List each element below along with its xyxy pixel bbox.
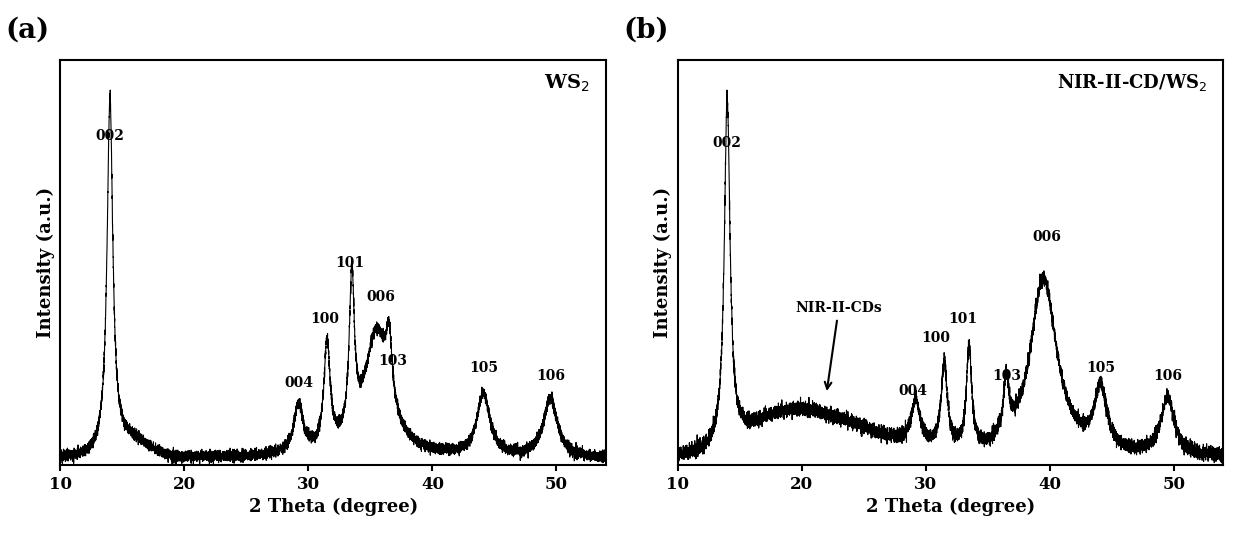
Text: 100: 100 <box>310 312 339 326</box>
Text: 101: 101 <box>335 256 363 270</box>
Text: NIR-II-CD/WS$_2$: NIR-II-CD/WS$_2$ <box>1056 72 1207 93</box>
Text: 002: 002 <box>95 128 124 143</box>
Text: 004: 004 <box>899 384 928 398</box>
Y-axis label: Intensity (a.u.): Intensity (a.u.) <box>653 187 672 338</box>
Text: (b): (b) <box>622 17 668 44</box>
Text: 103: 103 <box>992 369 1021 383</box>
Text: 101: 101 <box>949 312 977 326</box>
X-axis label: 2 Theta (degree): 2 Theta (degree) <box>866 498 1035 516</box>
Text: 006: 006 <box>366 290 394 304</box>
Text: (a): (a) <box>6 17 50 44</box>
X-axis label: 2 Theta (degree): 2 Theta (degree) <box>248 498 418 516</box>
Text: 004: 004 <box>284 376 312 390</box>
Text: 106: 106 <box>536 369 564 383</box>
Text: 106: 106 <box>1153 369 1182 383</box>
Text: WS$_2$: WS$_2$ <box>544 72 590 93</box>
Text: 105: 105 <box>469 361 497 375</box>
Text: 100: 100 <box>921 331 950 345</box>
Y-axis label: Intensity (a.u.): Intensity (a.u.) <box>36 187 55 338</box>
Text: 105: 105 <box>1086 361 1115 375</box>
Text: 103: 103 <box>378 353 407 368</box>
Text: NIR-II-CDs: NIR-II-CDs <box>795 301 882 389</box>
Text: 002: 002 <box>713 136 742 150</box>
Text: 006: 006 <box>1033 230 1061 244</box>
